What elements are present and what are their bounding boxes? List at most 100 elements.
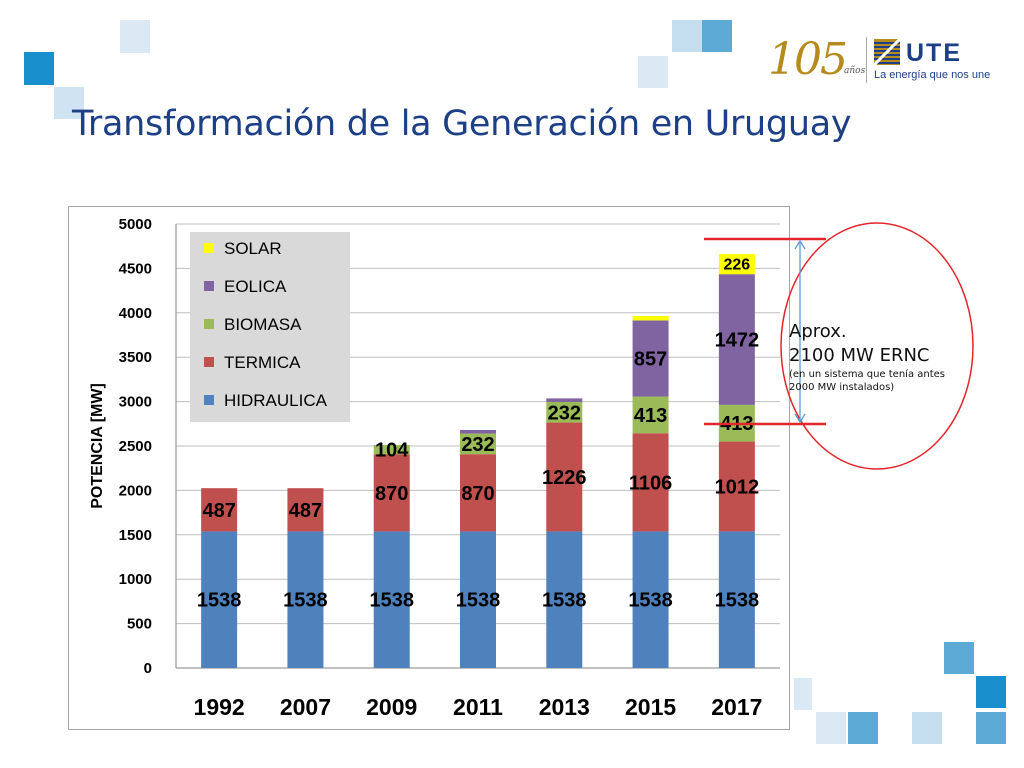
decorative-square — [24, 52, 54, 85]
data-label: 857 — [634, 348, 667, 370]
decorative-square — [816, 712, 846, 744]
company-tagline: La energía que nos une — [874, 69, 991, 81]
ernc-annotation: Aprox. 2100 MW ERNC (en un sistema que t… — [789, 320, 959, 394]
y-tick-label: 4500 — [119, 260, 152, 277]
legend-swatch — [204, 243, 214, 253]
bar-segment — [287, 531, 324, 668]
decorative-square — [120, 20, 150, 53]
decorative-square — [976, 712, 1006, 744]
data-label: 104 — [375, 440, 409, 462]
bar-segment — [718, 274, 755, 405]
decorative-square — [976, 676, 1006, 708]
decorative-square — [912, 712, 942, 744]
y-tick-label: 3500 — [119, 349, 152, 366]
bar-segment — [373, 531, 410, 668]
legend-swatch — [204, 281, 214, 291]
annotation-line-2: 2100 MW ERNC — [789, 345, 930, 366]
y-tick-label: 1500 — [119, 527, 152, 544]
data-label: 232 — [548, 402, 581, 424]
bar-segment — [632, 320, 669, 397]
decorative-square — [54, 87, 84, 119]
data-label: 1538 — [456, 590, 501, 612]
legend-swatch — [204, 395, 214, 405]
bar-segment — [373, 444, 410, 455]
data-label: 870 — [375, 483, 408, 505]
bar-segment — [632, 315, 669, 321]
x-tick-label: 1992 — [194, 694, 245, 720]
ernc-double-arrow — [794, 239, 806, 424]
data-label: 1538 — [628, 590, 673, 612]
bar-segment — [373, 454, 410, 532]
legend-label: BIOMASA — [224, 315, 302, 334]
bar-segment — [460, 454, 496, 532]
bar-segment — [201, 531, 238, 668]
data-label: 1106 — [629, 472, 672, 494]
bar-segment — [546, 422, 583, 532]
data-label: 413 — [634, 405, 667, 427]
bar-segment — [546, 398, 583, 402]
decorative-square — [638, 56, 668, 88]
y-axis-title: POTENCIA [MW] — [89, 383, 106, 509]
y-tick-label: 1000 — [119, 571, 152, 588]
decorative-square — [672, 20, 702, 52]
data-label: 1472 — [715, 330, 760, 352]
legend-swatch — [204, 357, 214, 367]
y-tick-label: 2000 — [119, 482, 152, 499]
data-label: 870 — [461, 483, 494, 505]
x-tick-label: 2017 — [711, 694, 762, 720]
data-label: 487 — [289, 500, 322, 522]
y-tick-label: 500 — [127, 616, 152, 633]
slide-title: Transformación de la Generación en Urugu… — [72, 104, 852, 144]
chart-frame — [68, 206, 790, 730]
stacked-bar-chart: 0 500 1000 1500 2000 2500 3000 3500 4000 4500 5000… — [89, 216, 780, 720]
x-tick-label: 2011 — [453, 694, 503, 720]
decorative-square — [944, 642, 974, 674]
data-label: 1226 — [542, 467, 587, 489]
data-label: 1538 — [369, 590, 414, 612]
x-tick-label: 2009 — [366, 694, 417, 720]
data-label: 1538 — [542, 590, 587, 612]
data-label: 1012 — [715, 476, 760, 498]
decorative-square — [702, 20, 732, 52]
bar-segment — [632, 396, 669, 434]
annotation-line-1: Aprox. — [789, 321, 847, 342]
bar-segment — [460, 531, 496, 668]
y-tick-label: 5000 — [119, 216, 152, 233]
bar-segment — [460, 433, 496, 455]
bar-segment — [201, 488, 238, 532]
company-name: UTE — [906, 39, 962, 67]
data-label: 232 — [461, 434, 494, 456]
anniversary-unit: años — [844, 66, 866, 76]
bar-segment — [632, 433, 669, 532]
legend-label: HIDRAULICA — [224, 391, 328, 410]
annotation-graphics — [704, 222, 974, 470]
y-tick-label: 0 — [144, 660, 152, 677]
decorative-square — [848, 712, 878, 744]
bar-segment — [546, 401, 583, 423]
data-label: 226 — [724, 257, 751, 274]
anniversary-logo: 105 años — [768, 32, 865, 88]
data-label: 1538 — [283, 590, 328, 612]
ute-logo: UTE — [874, 37, 962, 67]
data-label: 1538 — [715, 590, 760, 612]
bar-segment — [287, 488, 324, 532]
y-tick-label: 4000 — [119, 305, 152, 322]
legend-label: SOLAR — [224, 239, 282, 258]
legend-label: EOLICA — [224, 277, 287, 296]
bar-segment — [460, 430, 496, 434]
y-tick-label: 3000 — [119, 394, 152, 411]
x-tick-label: 2013 — [539, 694, 590, 720]
annotation-line-3: (en un sistema que tenía antes 2000 MW i… — [789, 369, 946, 393]
bar-segment — [718, 531, 755, 668]
bar-segment — [546, 531, 583, 668]
y-tick-label: 2500 — [119, 438, 152, 455]
anniversary-number: 105 — [768, 34, 848, 85]
legend-label: TERMICA — [224, 353, 301, 372]
data-label: 487 — [202, 500, 235, 522]
bar-segment — [718, 254, 755, 275]
bar-segment — [632, 531, 669, 668]
logo-divider — [866, 37, 867, 83]
x-tick-label: 2007 — [280, 694, 331, 720]
bar-segment — [718, 441, 755, 532]
decorative-square — [794, 678, 812, 710]
